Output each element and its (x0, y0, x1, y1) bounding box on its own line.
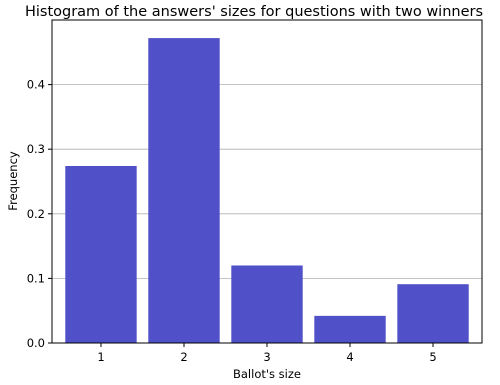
x-axis-label: Ballot's size (233, 367, 301, 381)
y-ticks: 0.0 0.1 0.2 0.3 0.4 (27, 78, 52, 350)
bars (65, 38, 469, 343)
bar (397, 284, 469, 343)
x-ticks: 1 2 3 4 5 (97, 343, 437, 364)
x-tick-label: 2 (180, 350, 187, 364)
bar (231, 265, 303, 343)
y-tick-label: 0.2 (27, 207, 45, 221)
y-tick-label: 0.4 (27, 78, 45, 92)
y-tick-label: 0.0 (27, 336, 45, 350)
y-tick-label: 0.1 (27, 271, 45, 285)
y-axis-label: Frequency (6, 151, 20, 211)
x-tick-label: 1 (97, 350, 104, 364)
x-tick-label: 3 (263, 350, 270, 364)
bar (65, 165, 137, 343)
x-tick-label: 5 (429, 350, 436, 364)
x-tick-label: 4 (346, 350, 353, 364)
chart-title: Histogram of the answers' sizes for ques… (25, 4, 483, 20)
y-tick-label: 0.3 (27, 142, 45, 156)
bar (148, 38, 220, 343)
bar (314, 315, 386, 343)
